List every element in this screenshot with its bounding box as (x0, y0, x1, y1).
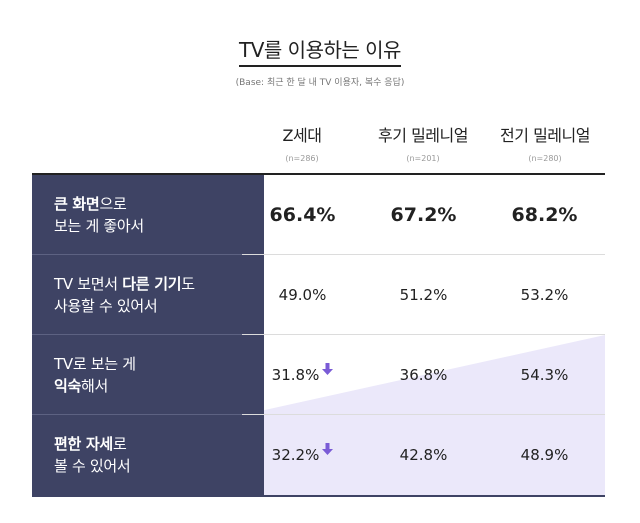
data-cell: 42.8% (363, 415, 484, 495)
table-row: 큰 화면으로 보는 게 좋아서 66.4% 67.2% 68.2% (32, 175, 605, 255)
cell-value: 36.8% (399, 366, 448, 384)
data-cell: 51.2% (363, 255, 484, 335)
row-label-line: TV로 보는 게 (54, 353, 264, 375)
row-label-text: 해서 (81, 377, 109, 395)
column-header-z-generation: Z세대 (n=286) (242, 122, 362, 163)
data-cell: 68.2% (484, 175, 605, 255)
column-name: 후기 밀레니얼 (378, 126, 468, 145)
row-label-text: 사용할 수 있어서 (54, 297, 158, 315)
row-label-text: TV 보면서 (54, 275, 123, 293)
label-divider (32, 254, 242, 255)
row-label-text: 도 (181, 275, 195, 293)
column-header-early-millennial: 전기 밀레니얼 (n=280) (485, 122, 605, 163)
cell-value: 53.2% (520, 286, 569, 304)
cell-value: 54.3% (520, 366, 569, 384)
row-label-line: 보는 게 좋아서 (54, 215, 264, 237)
column-sample-size: (n=280) (528, 154, 562, 163)
row-label-line: TV 보면서 다른 기기도 (54, 273, 264, 295)
data-cell: 36.8% (363, 335, 484, 415)
row-label-line: 익숙해서 (54, 375, 264, 397)
data-cell: 66.4% (242, 175, 363, 255)
cell-value: 31.8% (271, 366, 320, 384)
column-header-late-millennial: 후기 밀레니얼 (n=201) (363, 122, 483, 163)
row-label-text: 로 (112, 435, 127, 453)
column-sample-size: (n=201) (406, 154, 440, 163)
chart-title-text: TV를 이용하는 이유 (239, 38, 401, 67)
data-cell: 53.2% (484, 255, 605, 335)
row-label-emphasis: 큰 화면 (54, 195, 100, 213)
data-cell: 49.0% (242, 255, 363, 335)
row-label-line: 볼 수 있어서 (54, 455, 264, 477)
cell-value: 51.2% (399, 286, 448, 304)
cell-value: 66.4% (269, 204, 336, 226)
label-divider (32, 334, 242, 335)
data-cell: 54.3% (484, 335, 605, 415)
column-name: 전기 밀레니얼 (500, 126, 590, 145)
row-label-emphasis: 편한 자세 (54, 435, 113, 453)
cell-value: 32.2% (271, 446, 320, 464)
down-arrow-icon (322, 363, 334, 375)
row-label-text: 으로 (99, 195, 127, 213)
table-bottom-rule (32, 495, 605, 497)
cell-value: 67.2% (390, 204, 457, 226)
row-divider (242, 334, 605, 335)
row-label-line: 사용할 수 있어서 (54, 295, 264, 317)
background-accent-triangle (242, 335, 605, 495)
column-sample-size: (n=286) (285, 154, 319, 163)
row-divider (242, 254, 605, 255)
row-label-line: 편한 자세로 (54, 433, 264, 455)
base-note: (Base: 최근 한 달 내 TV 이용자, 복수 응답) (235, 78, 405, 88)
cell-value: 68.2% (511, 204, 578, 226)
row-label-text: TV로 보는 게 (54, 355, 136, 373)
row-divider (242, 414, 605, 415)
column-name: Z세대 (282, 126, 322, 145)
row-label-text: 보는 게 좋아서 (54, 217, 144, 235)
row-label-emphasis: 익숙 (54, 377, 82, 395)
label-divider (32, 414, 242, 415)
data-cell: 32.2% (242, 415, 363, 495)
chart-title: TV를 이용하는 이유 (0, 34, 640, 67)
row-label-line: 큰 화면으로 (54, 193, 264, 215)
data-cell: 31.8% (242, 335, 363, 415)
cell-value: 49.0% (278, 286, 327, 304)
data-cell: 48.9% (484, 415, 605, 495)
row-label-emphasis: 다른 기기 (122, 275, 182, 293)
table-top-rule (32, 173, 605, 175)
data-cell: 67.2% (363, 175, 484, 255)
cell-value: 48.9% (520, 446, 569, 464)
cell-value: 42.8% (399, 446, 448, 464)
down-arrow-icon (322, 443, 334, 455)
row-label-text: 볼 수 있어서 (54, 457, 131, 475)
